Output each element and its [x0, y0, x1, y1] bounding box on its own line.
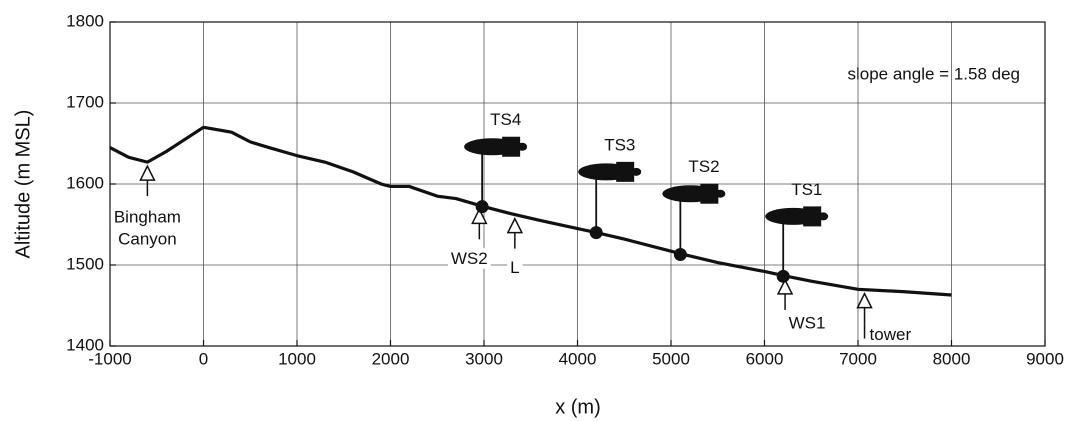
surface-point	[673, 247, 687, 261]
balloon	[765, 207, 822, 225]
tethersonde-label: TS4	[490, 110, 521, 129]
label-bg	[866, 324, 915, 346]
balloon	[662, 185, 719, 203]
site-marker: L	[506, 216, 524, 279]
site-label: WS1	[789, 313, 826, 332]
slope-annotation: slope angle = 1.58 deg	[847, 64, 1020, 83]
tethersonde: TS2	[662, 157, 726, 261]
label-bg	[447, 247, 491, 269]
site-marker: WS2	[447, 207, 491, 269]
y-tick-label: 1800	[66, 11, 104, 30]
y-axis-label: Altitude (m MSL)	[12, 110, 34, 259]
y-tick-label: 1600	[66, 173, 104, 192]
x-tick-label: 9000	[1026, 349, 1064, 368]
site-marker: WS1	[776, 278, 829, 334]
balloon-tail	[517, 142, 528, 151]
label-bg	[115, 228, 180, 250]
site-marker: tower	[856, 291, 915, 346]
terrain-line	[109, 125, 952, 297]
x-axis-label: x (m)	[555, 396, 601, 418]
x-tick-label: 8000	[933, 349, 971, 368]
site-arrow	[506, 216, 524, 234]
label-bg	[110, 206, 184, 228]
y-tick-label: 1500	[66, 254, 104, 273]
balloon	[464, 138, 521, 156]
balloon-tail	[715, 189, 726, 198]
surface-point	[475, 200, 489, 214]
label-bg	[507, 257, 523, 279]
y-tick-label: 1400	[66, 335, 104, 354]
surface-point	[776, 269, 790, 283]
x-tick-label: 2000	[372, 349, 410, 368]
x-tick-label: -1000	[88, 349, 131, 368]
tethersonde-label: TS2	[688, 157, 719, 176]
tethersonde: TS1	[765, 180, 829, 283]
surface-point	[589, 226, 603, 240]
site-arrow	[139, 164, 156, 181]
balloon-tail	[631, 167, 642, 176]
site-label: Canyon	[118, 230, 177, 249]
site-marker: Bingham Canyon	[110, 164, 184, 250]
site-label: tower	[870, 325, 912, 344]
site-label: L	[510, 258, 519, 277]
y-tick-label: 1700	[66, 92, 104, 111]
label-bg	[785, 312, 829, 334]
x-tick-label: 5000	[652, 349, 690, 368]
tethersonde: TS3	[578, 135, 642, 240]
x-tick-label: 3000	[465, 349, 503, 368]
balloon	[578, 163, 635, 181]
balloon-tail	[818, 212, 829, 221]
site-label: WS2	[451, 249, 488, 268]
x-tick-label: 7000	[839, 349, 877, 368]
tethersonde-label: TS1	[791, 180, 822, 199]
x-tick-label: 0	[199, 349, 208, 368]
site-label: Bingham	[114, 208, 181, 227]
plot-frame	[109, 21, 1046, 347]
x-tick-label: 4000	[559, 349, 597, 368]
site-arrow	[856, 291, 873, 309]
tethersonde-label: TS3	[604, 135, 635, 154]
tethersonde: TS4	[464, 110, 528, 214]
x-tick-label: 1000	[278, 349, 316, 368]
x-tick-label: 6000	[746, 349, 784, 368]
